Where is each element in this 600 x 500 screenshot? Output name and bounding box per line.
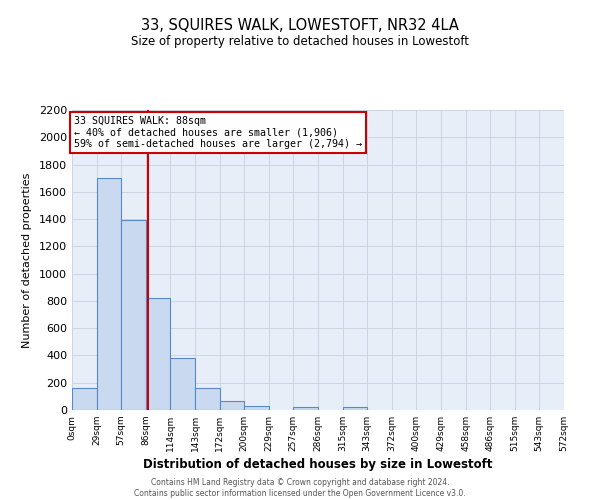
Text: 33, SQUIRES WALK, LOWESTOFT, NR32 4LA: 33, SQUIRES WALK, LOWESTOFT, NR32 4LA	[141, 18, 459, 32]
X-axis label: Distribution of detached houses by size in Lowestoft: Distribution of detached houses by size …	[143, 458, 493, 471]
Text: Size of property relative to detached houses in Lowestoft: Size of property relative to detached ho…	[131, 35, 469, 48]
Bar	[244, 406, 269, 410]
Bar	[170, 358, 195, 410]
Text: Contains HM Land Registry data © Crown copyright and database right 2024.
Contai: Contains HM Land Registry data © Crown c…	[134, 478, 466, 498]
Bar	[220, 401, 244, 410]
Bar	[97, 178, 121, 410]
Bar	[146, 298, 170, 410]
Bar	[121, 220, 146, 410]
Bar	[293, 406, 318, 410]
Bar	[343, 408, 367, 410]
Bar	[72, 388, 97, 410]
Bar	[195, 388, 220, 410]
Text: 33 SQUIRES WALK: 88sqm
← 40% of detached houses are smaller (1,906)
59% of semi-: 33 SQUIRES WALK: 88sqm ← 40% of detached…	[74, 116, 362, 150]
Y-axis label: Number of detached properties: Number of detached properties	[22, 172, 32, 348]
